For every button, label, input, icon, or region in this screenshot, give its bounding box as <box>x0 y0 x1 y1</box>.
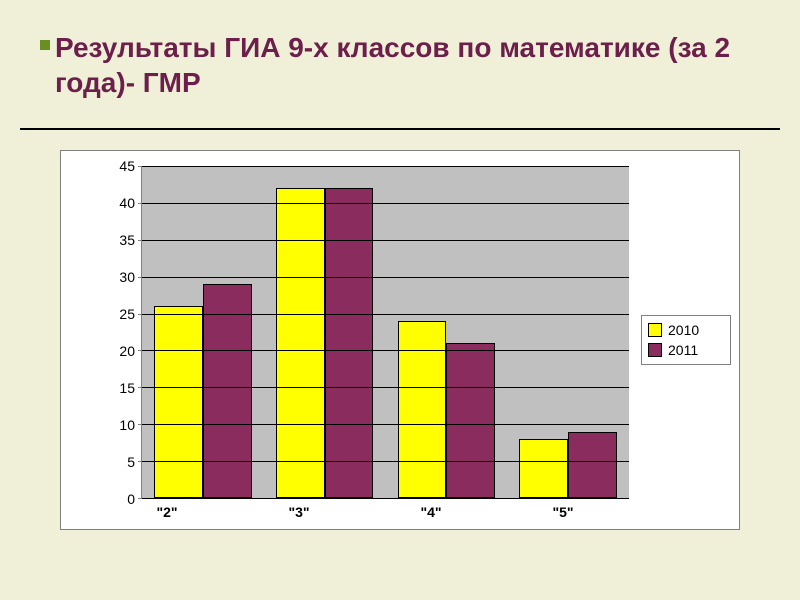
x-tick-label: "2" <box>156 504 177 520</box>
y-tick-label: 20 <box>119 343 135 359</box>
gridline <box>142 314 629 315</box>
y-tick-mark <box>138 498 142 499</box>
x-tick-label: "3" <box>288 504 309 520</box>
legend-item: 2011 <box>648 340 724 360</box>
bar <box>398 321 447 498</box>
gridline <box>142 240 629 241</box>
bars-layer <box>142 166 629 498</box>
title-marker <box>40 40 50 50</box>
y-tick-mark <box>138 166 142 167</box>
y-tick-mark <box>138 240 142 241</box>
y-tick-label: 5 <box>127 454 135 470</box>
y-tick-label: 25 <box>119 306 135 322</box>
bar <box>325 188 374 498</box>
y-tick-label: 30 <box>119 269 135 285</box>
y-tick-label: 15 <box>119 380 135 396</box>
y-tick-mark <box>138 350 142 351</box>
title-rule <box>20 128 780 130</box>
legend-item: 2010 <box>648 320 724 340</box>
y-tick-label: 45 <box>119 158 135 174</box>
slide: Результаты ГИА 9-х классов по математике… <box>0 0 800 600</box>
gridline <box>142 498 629 499</box>
plot-area <box>141 166 629 499</box>
slide-title: Результаты ГИА 9-х классов по математике… <box>55 30 740 100</box>
legend-label: 2011 <box>668 342 698 358</box>
bar <box>276 188 325 498</box>
gridline <box>142 166 629 167</box>
x-axis-labels: "2" "3" "4" "5" <box>101 504 629 524</box>
y-tick-mark <box>138 314 142 315</box>
y-tick-mark <box>138 387 142 388</box>
title-block: Результаты ГИА 9-х классов по математике… <box>55 30 740 100</box>
bar <box>446 343 495 498</box>
gridline <box>142 350 629 351</box>
legend-swatch <box>648 343 662 357</box>
bar <box>203 284 252 498</box>
chart-container: 051015202530354045 "2""3""4""5" 20102011 <box>60 150 740 530</box>
bar <box>154 306 203 498</box>
y-tick-label: 40 <box>119 195 135 211</box>
x-tick-label: "5" <box>552 504 573 520</box>
y-tick-mark <box>138 461 142 462</box>
gridline <box>142 277 629 278</box>
y-tick-mark <box>138 424 142 425</box>
gridline <box>142 203 629 204</box>
bar <box>519 439 568 498</box>
y-tick-mark <box>138 203 142 204</box>
y-tick-label: 35 <box>119 232 135 248</box>
y-tick-mark <box>138 277 142 278</box>
y-tick-label: 10 <box>119 417 135 433</box>
gridline <box>142 424 629 425</box>
plot-wrap: 051015202530354045 <box>101 166 629 499</box>
bar <box>568 432 617 498</box>
legend-swatch <box>648 323 662 337</box>
gridline <box>142 461 629 462</box>
y-axis: 051015202530354045 <box>101 166 141 499</box>
gridline <box>142 387 629 388</box>
legend-label: 2010 <box>668 322 699 338</box>
x-tick-label: "4" <box>420 504 441 520</box>
legend: 2010 2011 <box>641 315 731 365</box>
